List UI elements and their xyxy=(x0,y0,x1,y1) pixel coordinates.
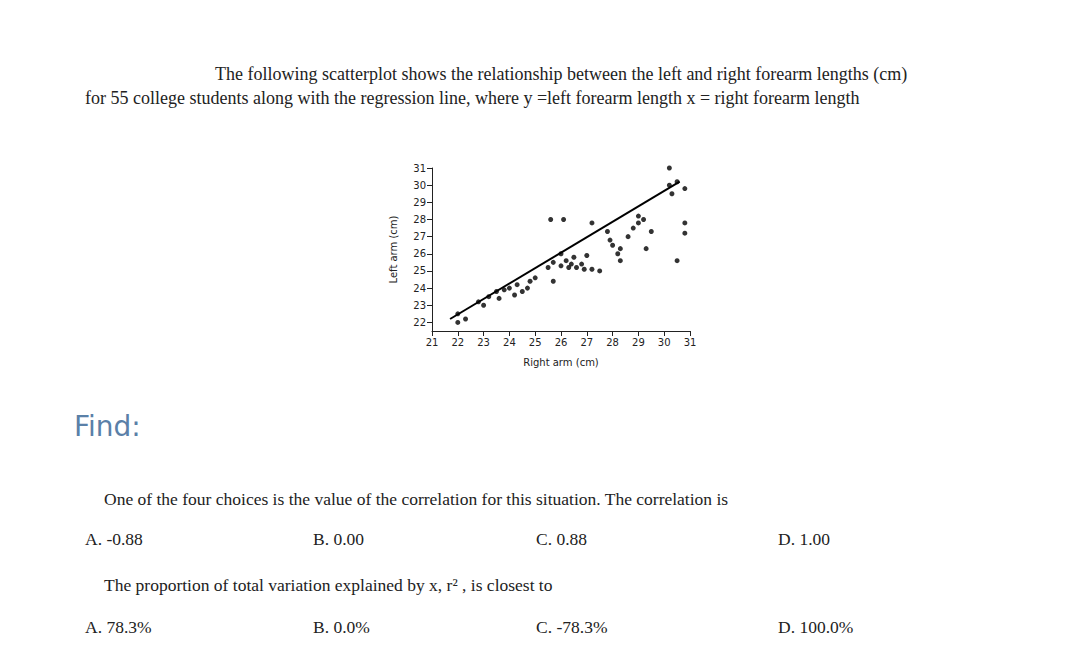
svg-text:31: 31 xyxy=(413,163,426,174)
svg-text:31: 31 xyxy=(684,337,697,348)
svg-text:25: 25 xyxy=(413,265,426,276)
svg-text:22: 22 xyxy=(451,337,464,348)
html-text:The proportion of total variat: The proportion of total variation explai… xyxy=(104,575,553,595)
svg-text:30: 30 xyxy=(413,180,426,191)
svg-text:28: 28 xyxy=(413,214,426,225)
svg-text:24: 24 xyxy=(413,283,426,294)
html-text:for 55 college students along: for 55 college students along with the r… xyxy=(85,88,860,108)
svg-text:24: 24 xyxy=(503,337,516,348)
html-text:B. 0.0%: B. 0.0% xyxy=(313,617,370,637)
html-text:C. 0.88: C. 0.88 xyxy=(536,529,588,549)
svg-text:Left arm (cm): Left arm (cm) xyxy=(388,215,399,283)
html-text:D. 100.0%: D. 100.0% xyxy=(778,617,854,637)
svg-text:29: 29 xyxy=(632,337,645,348)
html-text:C. -78.3%: C. -78.3% xyxy=(536,617,608,637)
svg-text:27: 27 xyxy=(413,231,426,242)
svg-text:21: 21 xyxy=(426,337,439,348)
svg-text:28: 28 xyxy=(606,337,619,348)
html-text:B. 0.00: B. 0.00 xyxy=(313,529,365,549)
html-text:The following scatterplot show: The following scatterplot shows the rela… xyxy=(215,64,908,84)
html-text:D. 1.00: D. 1.00 xyxy=(778,529,830,549)
svg-text:27: 27 xyxy=(580,337,593,348)
svg-text:26: 26 xyxy=(555,337,568,348)
svg-text:26: 26 xyxy=(413,248,426,259)
svg-text:29: 29 xyxy=(413,197,426,208)
svg-text:23: 23 xyxy=(413,300,426,311)
svg-text:30: 30 xyxy=(658,337,671,348)
svg-text:Right arm (cm): Right arm (cm) xyxy=(523,357,599,368)
svg-text:23: 23 xyxy=(477,337,490,348)
html-text:Find:: Find: xyxy=(74,410,141,443)
html-text:A. 78.3%: A. 78.3% xyxy=(85,617,152,637)
html-text:A. -0.88: A. -0.88 xyxy=(85,529,143,549)
svg-text:25: 25 xyxy=(529,337,542,348)
html-text:One of the four choices is the: One of the four choices is the value of … xyxy=(104,489,729,509)
svg-text:22: 22 xyxy=(413,317,426,328)
